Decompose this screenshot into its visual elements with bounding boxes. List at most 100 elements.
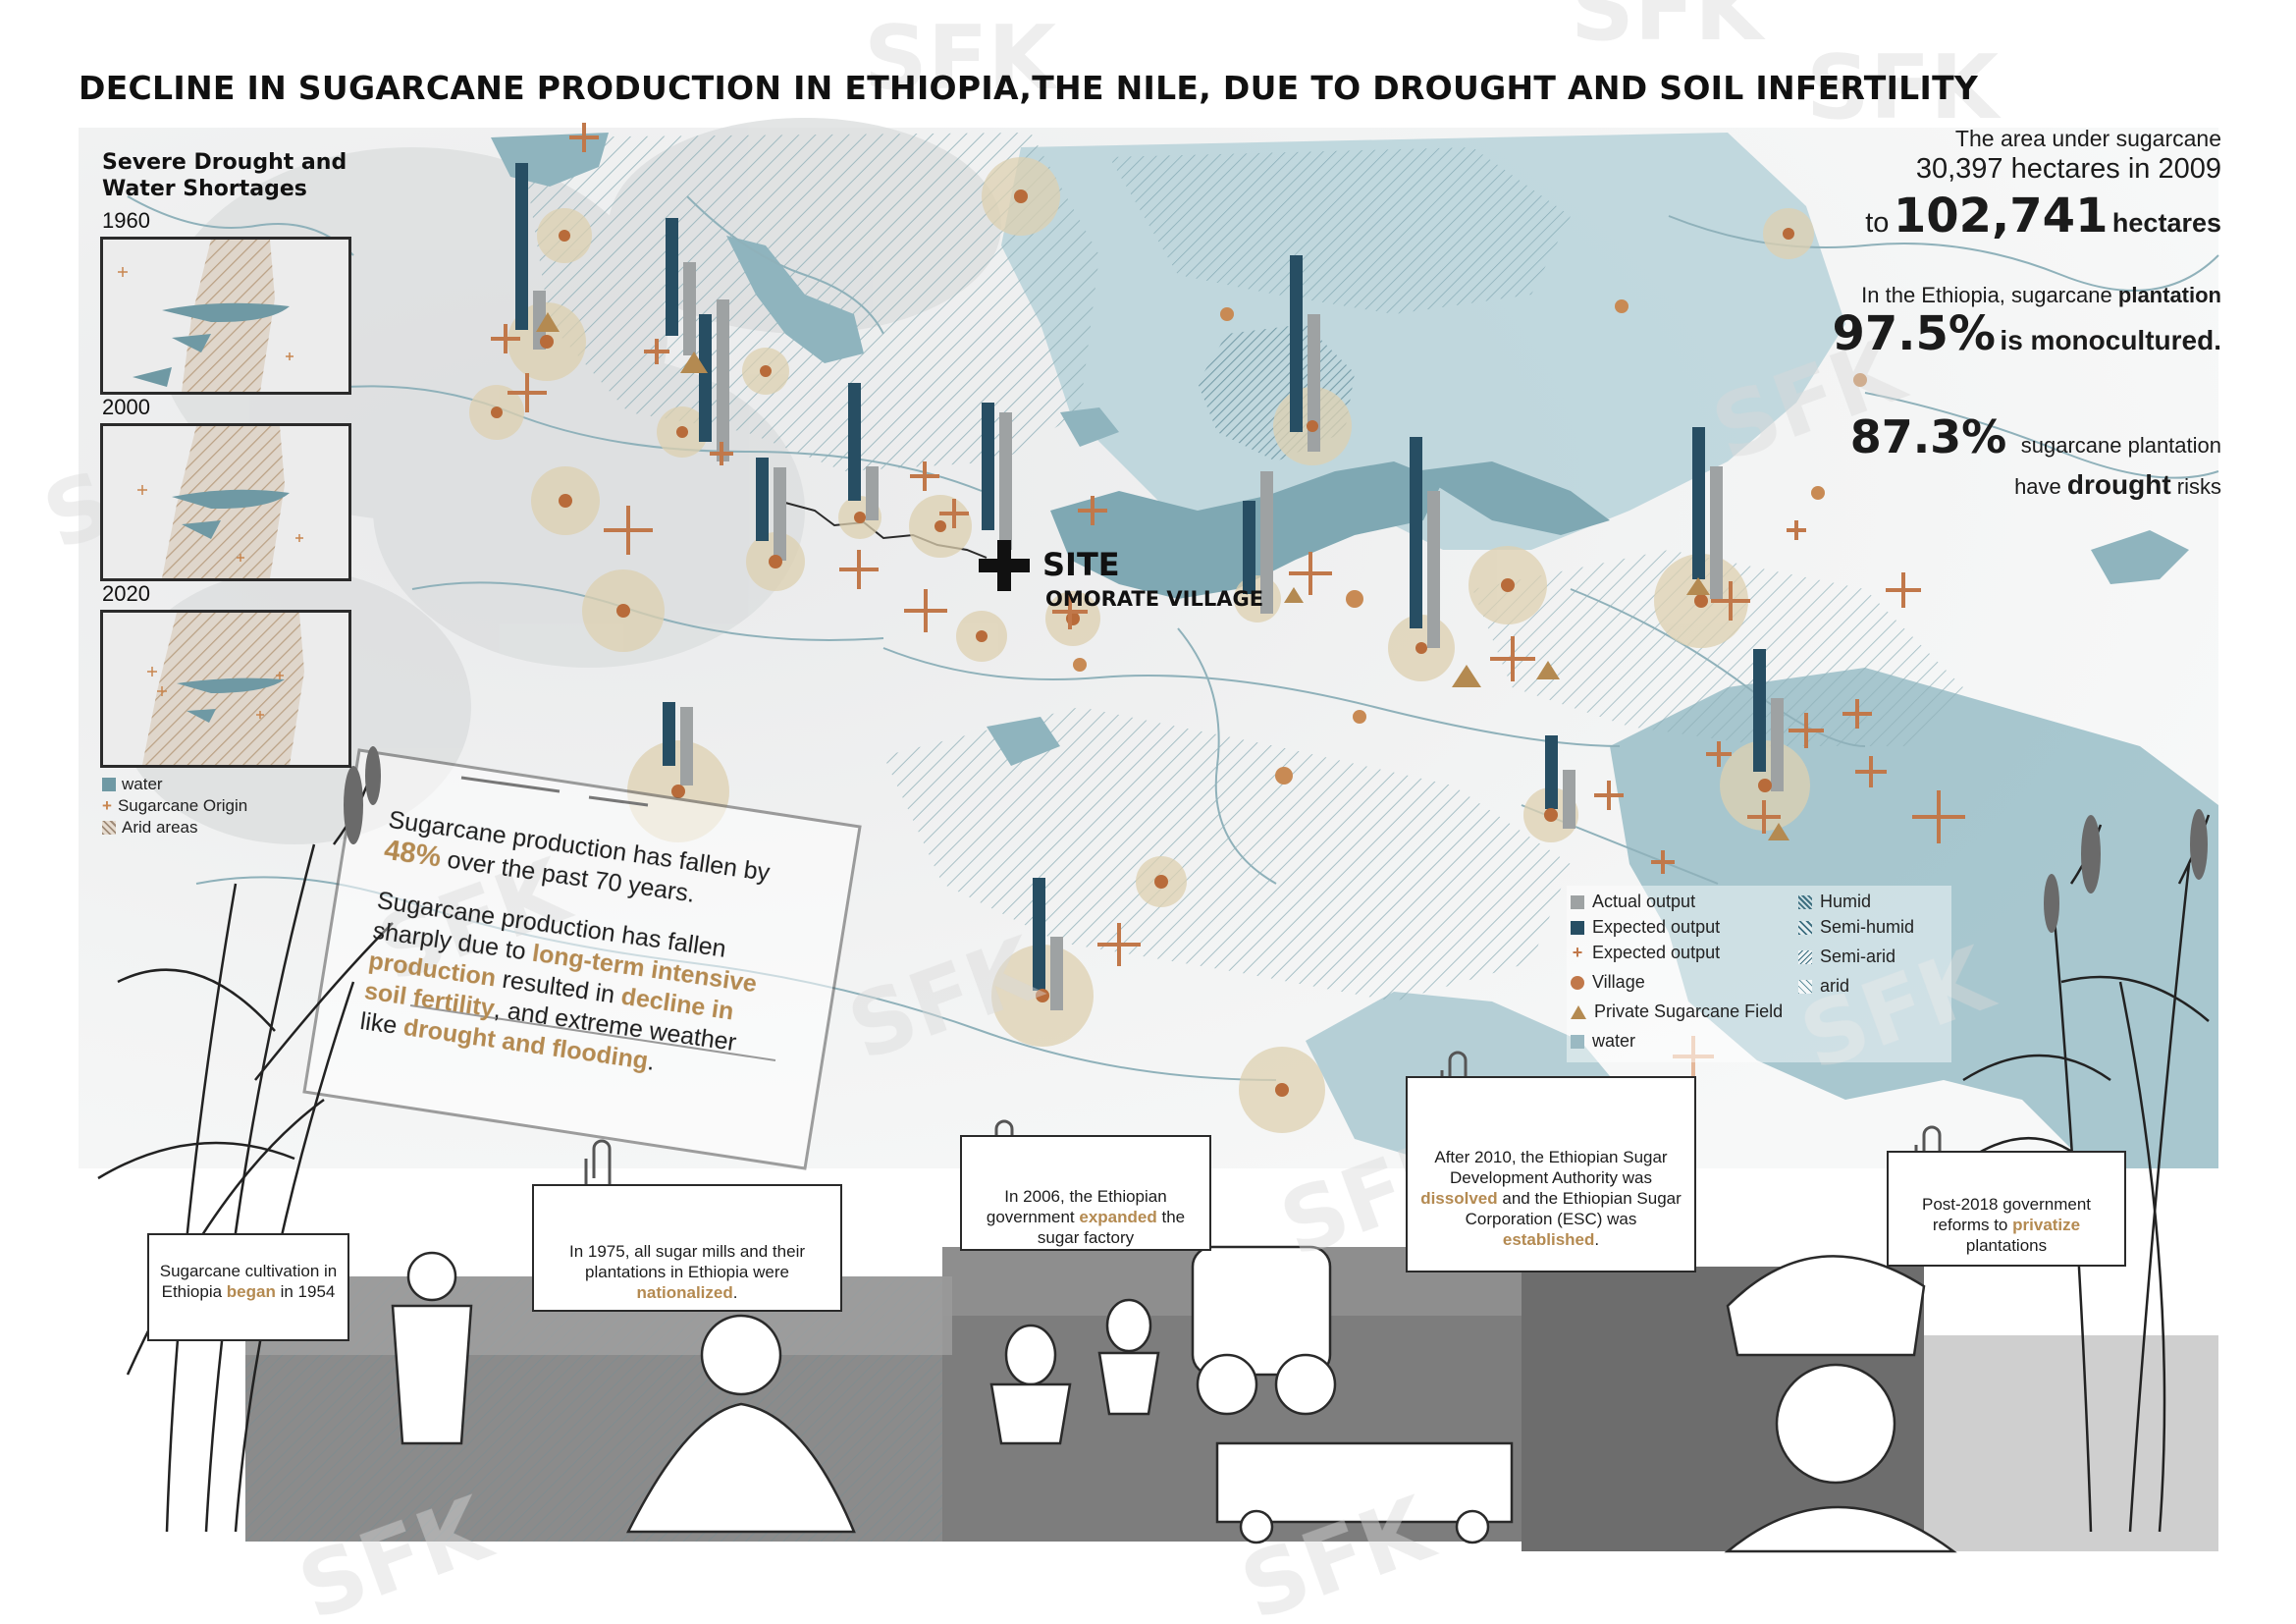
inset-map-1960-graphic [118,240,294,392]
legend-expected-output-cross: + Expected output [1572,943,1721,962]
legend-arid: arid [1798,976,1849,997]
site-marker-icon [979,540,1030,591]
expected-output-bar [756,458,769,541]
legend-actual-output: Actual output [1571,892,1695,912]
svg-text:SFK: SFK [1806,36,2002,139]
actual-output-bar [1563,770,1575,829]
inset-map-2000 [100,423,351,581]
expected-output-bar [1753,649,1766,772]
private-field-markers [536,312,1789,840]
lake-central-arm [1414,461,1610,535]
village-dots [491,189,1867,1097]
expected-output-bar [848,383,861,501]
stat-area-now-unit: hectares [2111,208,2221,238]
stat-drought-value: 87.3% [1849,410,2007,463]
stat-drought: 87.3% sugarcane plantation [1850,410,2221,463]
expected-output-bar [1290,255,1303,432]
legend-private-field: Private Sugarcane Field [1571,1001,1783,1022]
actual-output-bar [1050,937,1063,1010]
stat-area-now-value: 102,741 [1893,189,2109,244]
inset-map-1960 [100,237,351,395]
insets-heading-line1: Severe Drought and [102,150,347,175]
actual-output-bar [680,707,693,785]
lake-small-2 [987,717,1060,766]
inset-legend-water: water [102,774,247,795]
legend-village: Village [1571,972,1645,993]
timeline-note-2006: In 2006, the Ethiopian government expand… [960,1135,1211,1251]
expected-output-bar [1545,735,1558,809]
expected-output-bar [1033,878,1045,991]
legend-semi-humid: Semi-humid [1798,917,1914,938]
expected-output-bar [982,403,994,530]
actual-output-bar [717,299,729,461]
inset-legend: water + Sugarcane Origin Arid areas [102,774,247,839]
timeline-note-2010: After 2010, the Ethiopian Sugar Developm… [1406,1076,1696,1272]
stat-drought-bold: drought [2066,469,2171,500]
stat-drought-post: risks [2176,474,2221,499]
actual-output-bar [1771,698,1784,791]
stat-area-intro: The area under sugarcane [1954,126,2221,151]
timeline-note-1975: In 1975, all sugar mills and their plant… [532,1184,842,1312]
actual-output-bar [774,467,786,561]
inset-year-2000: 2000 [102,395,150,419]
map-legend: Actual output Expected output + Expected … [1567,886,1951,1062]
stat-area-2009: 30,397 hectares in 2009 [1915,153,2221,185]
actual-output-bar [533,291,546,350]
paper-card [302,748,862,1170]
lake-north [726,236,864,363]
site-label: SITE [1042,546,1120,583]
legend-expected-output: Expected output [1571,917,1720,938]
inset-map-2000-graphic [137,426,303,578]
legend-humid: Humid [1798,892,1871,912]
stat-mono: 97.5% is monocultured. [1832,306,2221,361]
legend-semi-arid: Semi-arid [1798,947,1896,967]
expected-output-bar [1410,437,1422,628]
actual-output-bar [866,466,879,520]
actual-output-bar [1710,466,1723,599]
actual-output-bar [1308,314,1320,452]
stat-mono-value: 97.5% [1832,306,1996,361]
actual-output-bar [683,262,696,355]
stat-mono-intro-text: In the Ethiopia, sugarcane [1861,283,2112,307]
insets-heading: Severe Drought and Water Shortages [102,149,347,202]
expected-output-bar [1692,427,1705,579]
semi-humid-zone [1109,147,1571,314]
stat-drought-line2: have drought risks [2014,469,2221,501]
stat-mono-intro-bold: plantation [2117,283,2221,307]
actual-output-bar [999,412,1012,550]
inset-map-2020-graphic [142,613,304,765]
timeline-note-1954: Sugarcane cultivation in Ethiopia began … [147,1233,349,1341]
svg-text:SFK: SFK [864,7,1059,110]
stat-area-to: to [1865,207,1890,239]
svg-text:SFK: SFK [1571,0,1766,61]
legend-water: water [1571,1031,1635,1052]
inset-legend-arid: Arid areas [102,817,247,839]
actual-output-bar [1260,471,1273,614]
sketch-figures [391,1245,1957,1553]
page-title: DECLINE IN SUGARCANE PRODUCTION IN ETHIO… [79,69,1979,107]
expected-output-bar [666,218,678,336]
site-sublabel: OMORATE VILLAGE [1045,587,1264,611]
inset-map-2020 [100,610,351,768]
output-bars [515,163,1784,1010]
inset-year-2020: 2020 [102,581,150,606]
actual-output-bar [1427,491,1440,648]
stat-area-now: to 102,741 hectares [1865,189,2221,244]
expected-output-bar [1243,501,1255,594]
stat-mono-intro: In the Ethiopia, sugarcane plantation [1861,283,2221,308]
fall-highlight-48: 48% [382,834,444,874]
expected-output-bar [515,163,528,330]
semi-arid-zone-south [883,707,1571,1001]
insets-heading-line2: Water Shortages [102,177,307,201]
expected-output-bar [663,702,675,766]
sugarcane-plumes [344,746,2208,933]
inset-year-1960: 1960 [102,208,150,233]
timeline-note-2018: Post-2018 government reforms to privatiz… [1887,1151,2126,1267]
stat-drought-text: sugarcane plantation [2020,433,2221,458]
expected-output-crosses [491,123,1965,1077]
inset-legend-origin: + Sugarcane Origin [102,796,248,815]
lake-small-1 [1060,407,1119,447]
lake-east [2091,530,2189,584]
stat-drought-pre: have [2014,474,2061,499]
